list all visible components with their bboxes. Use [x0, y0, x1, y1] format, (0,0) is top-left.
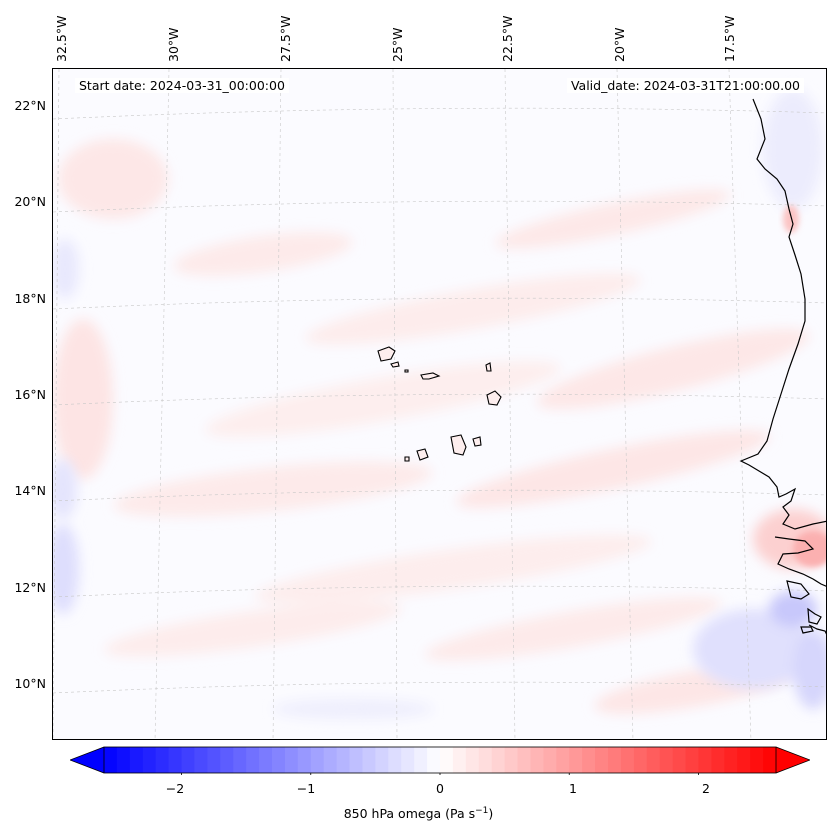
colorbar-cell	[737, 747, 751, 773]
colorbar-cell	[349, 747, 363, 773]
colorbar-cell	[323, 747, 338, 773]
colorbar-cell	[220, 747, 234, 773]
island-sao-vicente	[390, 361, 400, 368]
colorbar-cell	[129, 747, 144, 773]
colorbar-cell	[646, 747, 661, 773]
colorbar-tick-neg1: −1	[296, 781, 316, 796]
colorbar-label-exponent: −1	[475, 806, 489, 816]
lon-label-20w: 20°W	[612, 27, 627, 62]
start-date-text: Start date: 2024-03-31_00:00:00	[75, 78, 289, 93]
colorbar-label-close: )	[488, 806, 494, 822]
colorbar-cell	[465, 747, 480, 773]
colorbar-cell	[595, 747, 609, 773]
colorbar-cell	[233, 747, 247, 773]
colorbar-cell	[427, 747, 441, 773]
lon-label-22-5w: 22.5°W	[500, 15, 515, 62]
colorbar-cell	[401, 747, 415, 773]
map-area[interactable]: Start date: 2024-03-31_00:00:00 Valid_da…	[52, 68, 827, 740]
colorbar-cell	[310, 747, 325, 773]
colorbar-cell	[104, 747, 118, 773]
colorbar-cell	[116, 747, 131, 773]
colorbar-cell	[168, 747, 183, 773]
colorbar-cell	[659, 747, 674, 773]
west-africa-coastline	[739, 98, 826, 635]
lat-label-10n: 10°N	[14, 676, 46, 691]
colorbar-extend-low	[70, 747, 104, 773]
lat-label-22n: 22°N	[14, 98, 46, 113]
colorbar-cell	[259, 747, 273, 773]
omega-field-map	[53, 69, 826, 739]
colorbar-cell	[633, 747, 648, 773]
lat-label-12n: 12°N	[14, 580, 46, 595]
colorbar-extend-high	[776, 747, 810, 773]
colorbar-tick-1: 1	[569, 781, 577, 796]
island-sao-nicolau	[420, 372, 441, 380]
lon-label-30w: 30°W	[166, 27, 181, 62]
island-maio	[472, 436, 482, 447]
island-santa-luzia	[404, 369, 409, 373]
graticule	[53, 69, 826, 739]
island-santo-antao	[377, 346, 396, 362]
island-fogo	[416, 448, 429, 461]
colorbar-cell	[362, 747, 376, 773]
lat-label-18n: 18°N	[14, 291, 46, 306]
lon-label-25w: 25°W	[390, 27, 405, 62]
cape-verde-islands	[377, 346, 502, 462]
colorbar-cell	[530, 747, 544, 773]
colorbar-label-text: 850 hPa omega (Pa s	[343, 806, 476, 822]
colorbar-cell	[724, 747, 738, 773]
colorbar-cell	[556, 747, 570, 773]
island-sal	[485, 362, 492, 372]
colorbar-cell	[543, 747, 557, 773]
colorbar-cell	[142, 747, 157, 773]
lon-label-17-5w: 17.5°W	[722, 15, 737, 62]
colorbar-cell	[452, 747, 467, 773]
lat-label-14n: 14°N	[14, 483, 46, 498]
island-brava	[404, 456, 410, 462]
colorbar-cell	[155, 747, 170, 773]
island-santiago	[450, 434, 467, 456]
colorbar-cell	[569, 747, 583, 773]
lat-label-20n: 20°N	[14, 194, 46, 209]
colorbar-cell	[504, 747, 519, 773]
colorbar-cell	[517, 747, 531, 773]
colorbar-cell	[750, 747, 764, 773]
colorbar-cell	[284, 747, 299, 773]
colorbar-cell	[620, 747, 635, 773]
colorbar-cell	[194, 747, 208, 773]
colorbar-tick-0: 0	[436, 781, 444, 796]
lat-label-16n: 16°N	[14, 387, 46, 402]
colorbar-tick-neg2: −2	[165, 781, 185, 796]
lon-label-27-5w: 27.5°W	[278, 15, 293, 62]
colorbar-cell	[375, 747, 389, 773]
colorbar-cell	[207, 747, 221, 773]
colorbar-cell	[181, 747, 195, 773]
colorbar-cell	[491, 747, 506, 773]
colorbar-cell	[414, 747, 428, 773]
colorbar-tick-2: 2	[702, 781, 710, 796]
colorbar-cell	[711, 747, 725, 773]
colorbar-cell	[672, 747, 687, 773]
colorbar-cell	[297, 747, 312, 773]
negative-omega-patches	[53, 89, 826, 719]
colorbar-label: 850 hPa omega (Pa s−1)	[0, 806, 837, 821]
valid-date-text: Valid_date: 2024-03-31T21:00:00.00	[566, 78, 804, 93]
colorbar-cell	[608, 747, 622, 773]
colorbar-cell	[763, 747, 777, 773]
lon-label-32-5w: 32.5°W	[54, 15, 69, 62]
island-boa-vista	[486, 390, 502, 406]
colorbar-svg	[68, 746, 812, 777]
colorbar-cell	[388, 747, 402, 773]
colorbar-cell	[698, 747, 712, 773]
colorbar	[68, 745, 812, 777]
colorbar-cell	[246, 747, 260, 773]
colorbar-cell	[685, 747, 699, 773]
colorbar-cell	[440, 747, 454, 773]
colorbar-cell	[272, 747, 286, 773]
colorbar-cell	[478, 747, 493, 773]
colorbar-cell	[582, 747, 596, 773]
colorbar-cell	[336, 747, 351, 773]
